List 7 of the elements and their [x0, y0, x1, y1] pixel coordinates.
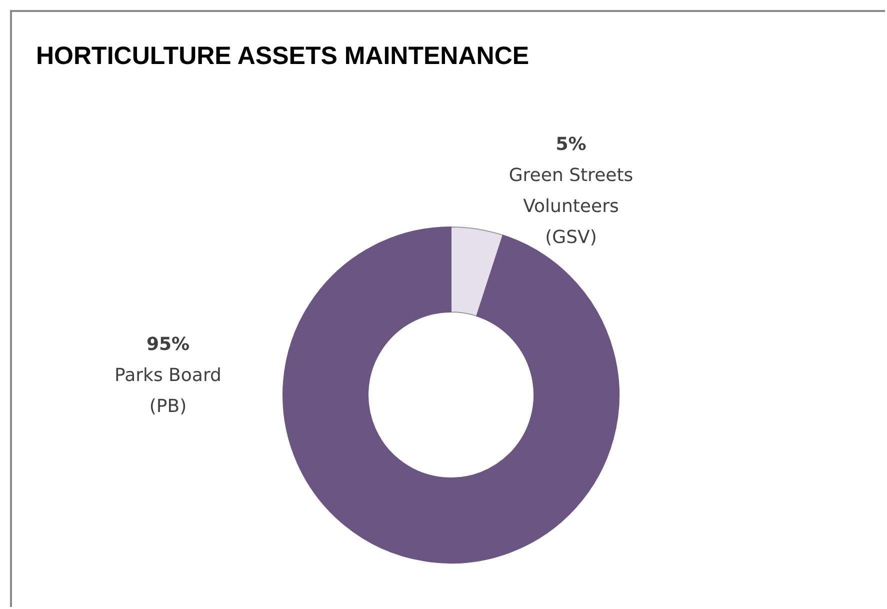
data-label: 95% [146, 334, 190, 355]
data-label: 5% [556, 134, 586, 155]
donut-slice [450, 226, 504, 317]
donut-slice [282, 226, 620, 564]
slice-label: Green Streets Volunteers (GSV) [508, 165, 634, 248]
chart-title: HORTICULTURE ASSETS MAINTENANCE [36, 42, 530, 71]
slice-label: Parks Board (PB) [114, 365, 222, 417]
